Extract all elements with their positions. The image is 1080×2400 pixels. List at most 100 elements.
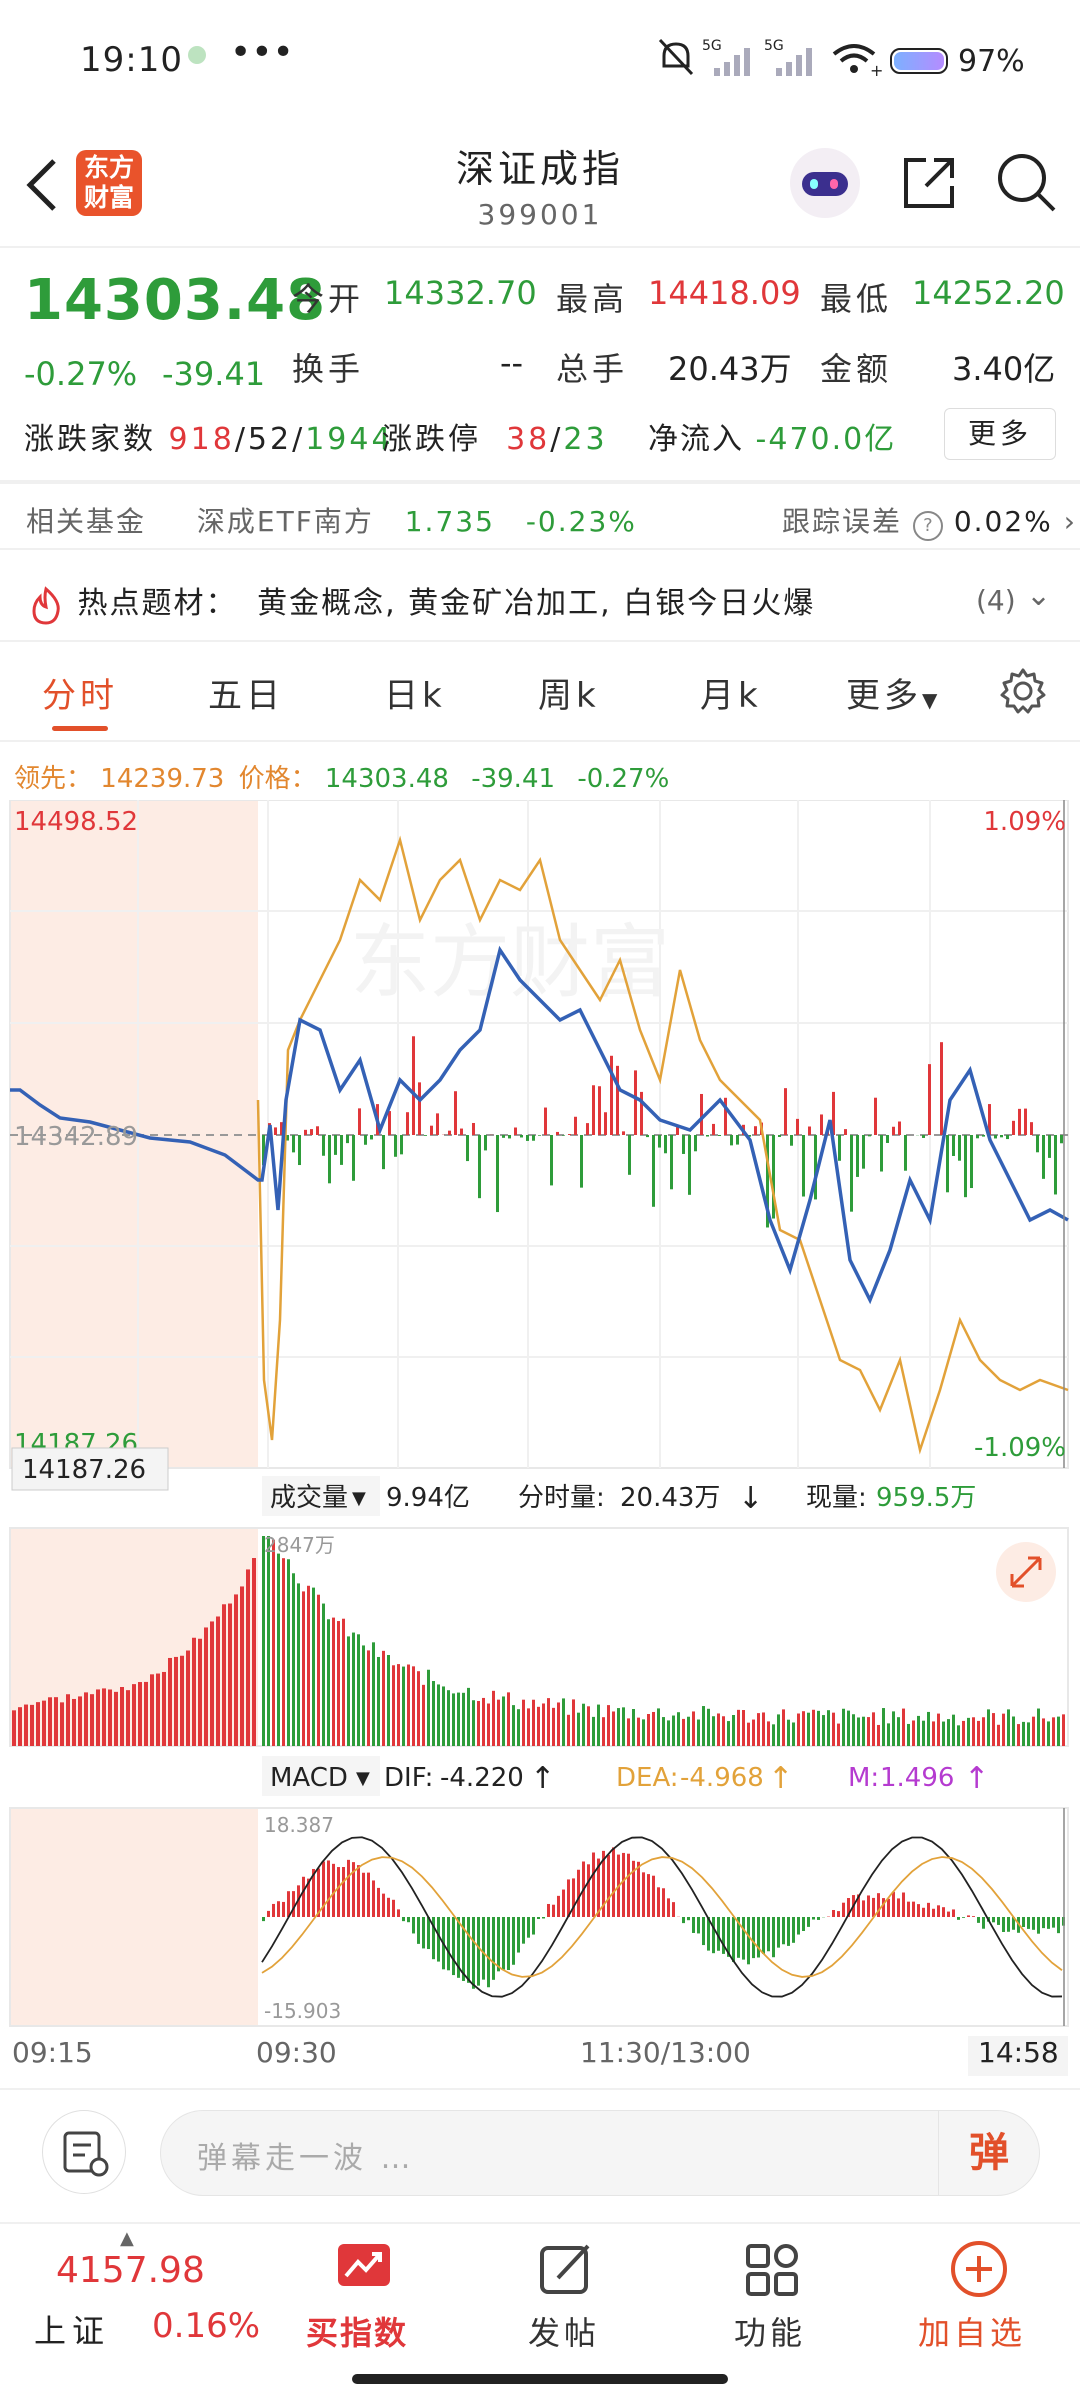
macd-bar [1047, 1917, 1050, 1929]
macd-bar [707, 1917, 710, 1951]
features-grid-icon[interactable] [742, 2240, 802, 2300]
dif-label: DIF: [384, 1763, 433, 1793]
macd-bar [532, 1917, 535, 1935]
lead-label: 领先： [14, 764, 93, 794]
macd-bar [702, 1917, 705, 1946]
assistant-robot-icon[interactable] [790, 148, 860, 218]
battery-level: 97% [958, 44, 1025, 79]
settings-gear-icon[interactable] [998, 666, 1048, 716]
hot-topic-text: 黄金概念, 黄金矿冶加工, 白银今日火爆 [257, 586, 816, 621]
volume-bar [742, 1710, 745, 1746]
macd-bar [437, 1917, 440, 1962]
nav-index-pct[interactable]: 0.16% [152, 2306, 261, 2346]
macd-bar [982, 1917, 985, 1929]
intraday-chart[interactable]: 东方财富 14498.52 14342.89 14187.26 1.09% -1… [0, 800, 1080, 2090]
tab-more[interactable]: 更多▼ [846, 668, 941, 717]
volume-bar [932, 1721, 935, 1746]
danmu-input[interactable]: 弹幕走一波 … 弹 [160, 2110, 1040, 2196]
volume-bar [502, 1696, 505, 1746]
tracking-error[interactable]: 跟踪误差 ? 0.02% › [782, 500, 1077, 541]
chevron-down-icon[interactable]: ⌄ [1026, 578, 1052, 613]
nav-index-name[interactable]: 上证 [34, 2312, 111, 2350]
nav-post[interactable]: 发帖 [528, 2314, 601, 2352]
macd-bar [417, 1917, 420, 1944]
add-watchlist-icon[interactable] [948, 2238, 1010, 2300]
macd-bar [567, 1879, 570, 1917]
macd-bar [377, 1887, 380, 1917]
buy-sell-bar [586, 1123, 589, 1135]
danmu-toggle-button[interactable] [42, 2110, 126, 2194]
mute-icon [658, 38, 694, 76]
macd-bar [547, 1903, 550, 1917]
volume-bar [138, 1682, 142, 1746]
macd-bar [267, 1910, 270, 1917]
hot-topic-row[interactable]: 热点题材： 黄金概念, 黄金矿冶加工, 白银今日火爆 [26, 578, 815, 625]
tab-intraday[interactable]: 分时 [42, 676, 118, 716]
buy-sell-bar [466, 1135, 469, 1162]
buy-sell-bar [952, 1135, 955, 1156]
volume-bar [246, 1569, 250, 1746]
related-fund-row[interactable]: 相关基金 深成ETF南方 1.735 -0.23% [26, 500, 637, 540]
back-button[interactable] [22, 155, 62, 230]
flat-count: 52 [247, 422, 293, 457]
tab-monthly-k[interactable]: 月k [700, 676, 762, 716]
macd-bar [507, 1917, 510, 1971]
volume-bar [372, 1642, 375, 1746]
macd-bar [937, 1905, 940, 1917]
post-icon[interactable] [536, 2240, 596, 2300]
macd-bar [572, 1878, 575, 1917]
volume-bar [1057, 1716, 1060, 1746]
volume-bar [150, 1674, 154, 1746]
limit-label: 涨跌停 [382, 422, 481, 457]
volume-bar [922, 1720, 925, 1746]
volume-bar [1042, 1718, 1045, 1746]
volume-bar [72, 1698, 76, 1746]
volume-bar [562, 1698, 565, 1746]
danmu-button-label: 弹 [969, 2130, 1009, 2176]
nav-index-value[interactable]: 4157.98 [56, 2250, 205, 2291]
current-volume-label: 现量: [806, 1483, 867, 1513]
volume-bar [602, 1717, 605, 1746]
net-inflow: 净流入 -470.0亿 [648, 414, 896, 458]
limit-stats: 涨跌停 38/23 [382, 422, 608, 457]
macd-bar [457, 1917, 460, 1978]
macd-bar [362, 1872, 365, 1917]
macd-bar [622, 1852, 625, 1917]
volume-bar [737, 1709, 740, 1746]
tab-daily-k[interactable]: 日k [384, 676, 446, 716]
share-icon[interactable] [898, 152, 960, 214]
volume-bar [36, 1702, 40, 1746]
bottom-nav: ▲ 4157.98 上证 0.16% 买指数 发帖 功能 加自选 [0, 2228, 1080, 2400]
tab-five-day[interactable]: 五日 [208, 676, 284, 716]
more-stats-button[interactable]: 更多 [944, 408, 1056, 460]
tab-weekly-k[interactable]: 周k [538, 676, 600, 716]
fund-name: 深成ETF南方 [196, 505, 374, 538]
volume-bar [487, 1703, 490, 1746]
volume-bar [822, 1715, 825, 1746]
macd-bar [627, 1853, 630, 1917]
danmu-settings-icon [63, 2131, 109, 2177]
search-icon[interactable] [994, 150, 1060, 216]
m-label: M: [848, 1763, 879, 1793]
nav-buy-index[interactable]: 买指数 [306, 2314, 409, 2352]
macd-bar [727, 1917, 730, 1957]
nav-features[interactable]: 功能 [734, 2314, 807, 2352]
low-label: 最低 [820, 280, 893, 318]
macd-bar [1007, 1917, 1010, 1932]
volume-bar [917, 1715, 920, 1746]
buy-sell-bar [418, 1082, 421, 1135]
nav-add-watchlist[interactable]: 加自选 [918, 2314, 1027, 2352]
macd-bar [897, 1898, 900, 1917]
home-indicator [352, 2374, 728, 2384]
macd-bar [722, 1917, 725, 1954]
danmu-send-button[interactable]: 弹 [938, 2111, 1039, 2195]
m-value: 1.496 [880, 1763, 954, 1793]
volume-bar [512, 1705, 515, 1746]
macd-bar [1042, 1917, 1045, 1929]
buy-index-icon[interactable] [334, 2240, 394, 2296]
buy-sell-bar [1042, 1135, 1045, 1179]
macd-bar [447, 1917, 450, 1971]
volume-bar [692, 1711, 695, 1746]
buy-sell-bar [394, 1135, 397, 1157]
volume-bar [1032, 1716, 1035, 1746]
